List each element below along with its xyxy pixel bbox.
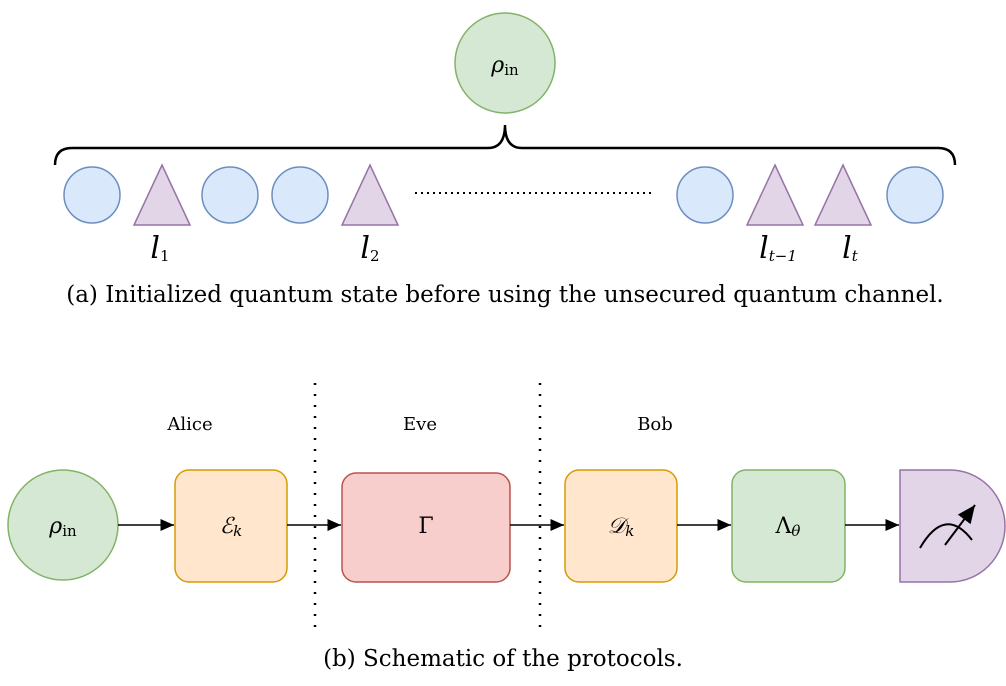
state-node xyxy=(454,12,556,114)
label-part: ℰ xyxy=(220,514,236,539)
detector xyxy=(899,469,1006,583)
label-part: 2 xyxy=(370,247,380,265)
position-label: lt xyxy=(842,231,859,266)
eavesdropper xyxy=(341,472,511,583)
label-part: Λ xyxy=(775,514,793,539)
operation-label: Λθ xyxy=(775,514,801,540)
label-part: 𝒟 xyxy=(608,514,630,539)
channel xyxy=(731,469,846,583)
encoder xyxy=(174,469,288,583)
brace xyxy=(53,124,957,166)
decoys xyxy=(132,163,873,226)
label-part: 1 xyxy=(160,247,170,265)
decoder xyxy=(564,469,678,583)
caption: (a) Initialized quantum state before usi… xyxy=(66,282,944,308)
operation-label: ℰk xyxy=(220,514,242,540)
position-label: l1 xyxy=(150,231,169,266)
operation-label: Γ xyxy=(418,514,433,539)
position-label: lt−1 xyxy=(759,231,797,266)
label-part: θ xyxy=(791,522,800,540)
caption: (b) Schematic of the protocols. xyxy=(323,646,683,672)
state-label: ρin xyxy=(48,514,77,540)
party-label: Eve xyxy=(403,414,437,435)
position-label: l2 xyxy=(360,231,379,266)
meter-arc xyxy=(919,523,973,549)
label-part: k xyxy=(233,522,242,540)
label-part: k xyxy=(625,522,634,540)
label-part: in xyxy=(62,522,77,540)
symbol: ρ xyxy=(490,53,504,78)
label-part: l xyxy=(842,231,852,266)
state-label: ρin xyxy=(490,53,519,79)
party-label: Bob xyxy=(637,414,673,435)
label-part: l xyxy=(150,231,160,266)
label-part: l xyxy=(759,231,769,266)
label-part: l xyxy=(360,231,370,266)
label-part: t xyxy=(852,247,859,265)
qubits xyxy=(63,166,944,224)
label-part: t−1 xyxy=(769,247,797,265)
operation-label: 𝒟k xyxy=(608,514,635,540)
subscript: in xyxy=(504,61,519,79)
meter-needle xyxy=(944,504,976,546)
label-part: ρ xyxy=(48,514,62,539)
party-label: Alice xyxy=(166,414,212,435)
